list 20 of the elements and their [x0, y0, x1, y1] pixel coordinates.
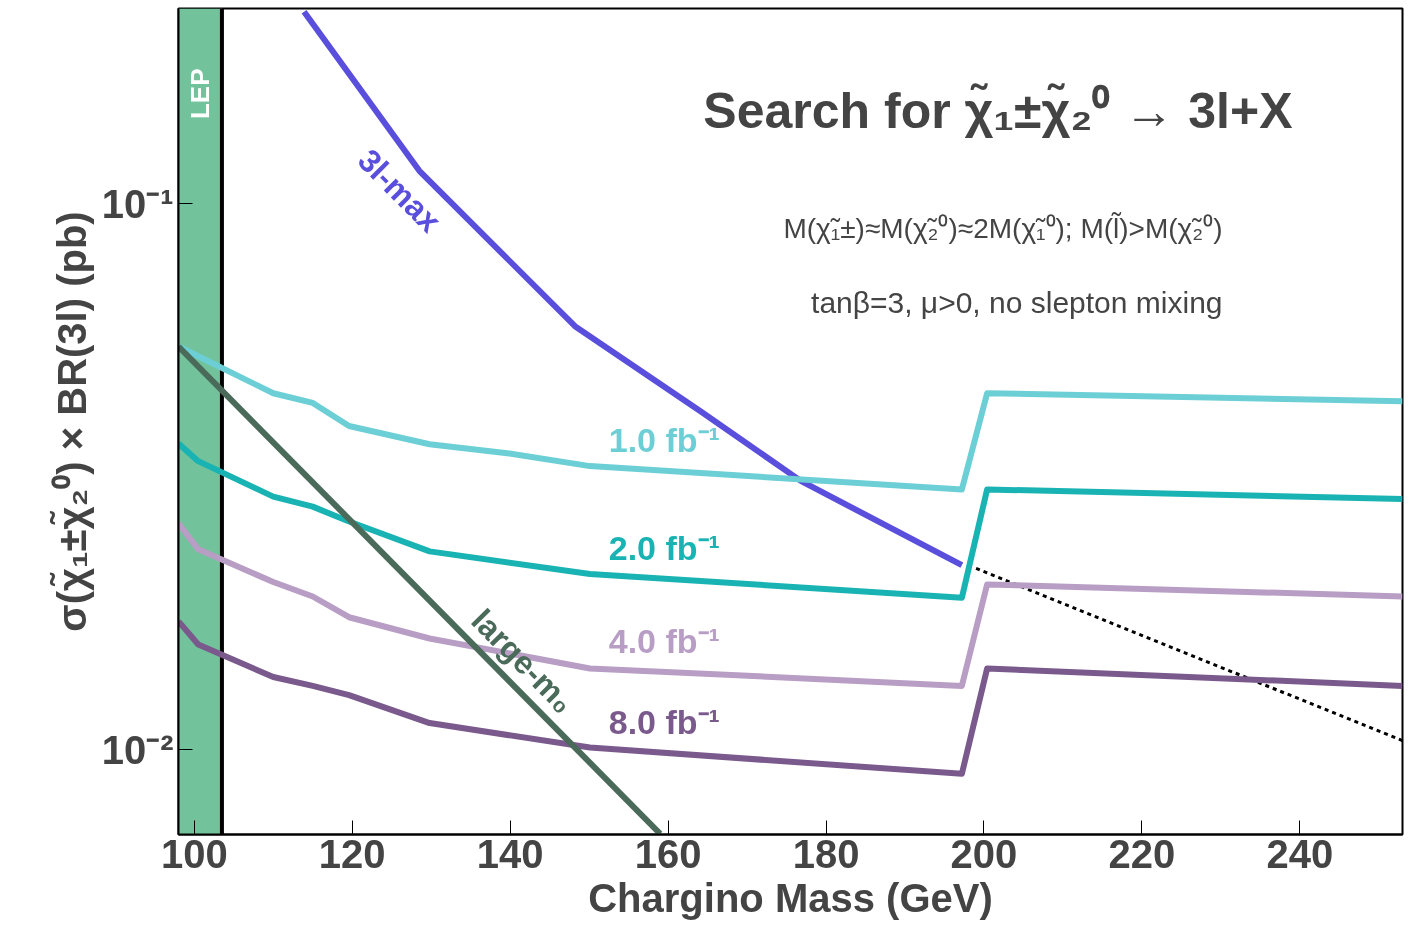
- x-axis-title: Chargino Mass (GeV): [588, 875, 993, 920]
- y-axis-title: σ(χ̃₁±χ̃₂⁰) × BR(3l) (pb): [48, 211, 94, 632]
- y-tick-label: 10⁻²: [101, 727, 174, 772]
- series-label: 1.0 fb⁻¹: [608, 420, 720, 459]
- band-label: LEP: [185, 68, 216, 120]
- x-tick-label: 200: [950, 831, 1018, 876]
- y-tick-label: 10⁻¹: [101, 181, 174, 226]
- series-label: 2.0 fb⁻¹: [608, 528, 720, 567]
- x-tick-label: 180: [792, 831, 860, 876]
- x-tick-label: 160: [634, 831, 702, 876]
- series-label: 4.0 fb⁻¹: [608, 621, 720, 660]
- x-tick-label: 120: [318, 831, 386, 876]
- x-tick-label: 220: [1108, 831, 1176, 876]
- x-tick-label: 240: [1266, 831, 1334, 876]
- series-label: 8.0 fb⁻¹: [608, 702, 720, 741]
- text: Search for χ̃₁±χ̃₂⁰ → 3l+X: [703, 82, 1293, 139]
- annotation: M(χ̃₁±)≈M(χ̃₂⁰)≈2M(χ̃₁⁰); M(l̃)>M(χ̃₂⁰): [783, 212, 1223, 244]
- x-tick-label: 140: [476, 831, 544, 876]
- x-tick-label: 100: [160, 831, 228, 876]
- annotation: tanβ=3, μ>0, no slepton mixing: [811, 285, 1223, 319]
